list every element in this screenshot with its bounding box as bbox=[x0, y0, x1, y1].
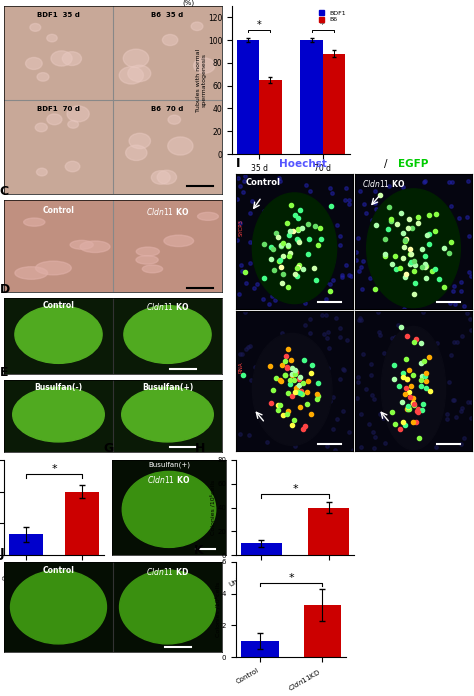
Ellipse shape bbox=[129, 133, 151, 149]
Ellipse shape bbox=[68, 120, 79, 128]
Y-axis label: Tubules with normal
spermatogenesis: Tubules with normal spermatogenesis bbox=[196, 49, 206, 111]
Ellipse shape bbox=[51, 51, 72, 66]
Ellipse shape bbox=[191, 22, 203, 31]
Ellipse shape bbox=[119, 570, 216, 644]
Ellipse shape bbox=[122, 387, 213, 442]
Ellipse shape bbox=[122, 471, 216, 547]
Ellipse shape bbox=[151, 171, 170, 184]
Bar bbox=[237, 40, 259, 154]
Ellipse shape bbox=[136, 255, 158, 264]
Ellipse shape bbox=[123, 49, 149, 68]
Bar bbox=[241, 641, 279, 657]
Text: E: E bbox=[0, 365, 8, 379]
Text: (%): (%) bbox=[182, 0, 194, 6]
Text: $\it{Cldn11}$ KO: $\it{Cldn11}$ KO bbox=[146, 301, 189, 312]
Ellipse shape bbox=[47, 114, 62, 125]
Text: $\it{Cldn11}$ KO: $\it{Cldn11}$ KO bbox=[147, 474, 191, 485]
Ellipse shape bbox=[70, 240, 93, 249]
Text: *: * bbox=[288, 573, 294, 583]
Ellipse shape bbox=[168, 137, 193, 155]
Ellipse shape bbox=[164, 235, 193, 246]
Text: H: H bbox=[195, 442, 205, 455]
Text: D: D bbox=[0, 283, 10, 296]
Text: Control: Control bbox=[43, 301, 74, 310]
Text: EGFP: EGFP bbox=[398, 159, 428, 169]
Ellipse shape bbox=[168, 115, 181, 124]
Ellipse shape bbox=[124, 306, 211, 363]
Ellipse shape bbox=[157, 171, 177, 184]
Ellipse shape bbox=[10, 570, 107, 644]
Y-axis label: Colonies /10⁶cells: Colonies /10⁶cells bbox=[210, 480, 216, 535]
Text: SYCP3: SYCP3 bbox=[238, 219, 243, 237]
Text: I: I bbox=[236, 157, 240, 170]
Legend: BDF1, B6: BDF1, B6 bbox=[318, 9, 347, 24]
Text: RNA: RNA bbox=[238, 361, 243, 373]
Text: C: C bbox=[0, 185, 9, 198]
Text: $\it{Cldn11}$ KO: $\it{Cldn11}$ KO bbox=[146, 205, 189, 216]
Text: /: / bbox=[383, 159, 387, 169]
Ellipse shape bbox=[13, 387, 104, 442]
Ellipse shape bbox=[163, 35, 178, 45]
Bar bbox=[259, 80, 282, 154]
Ellipse shape bbox=[47, 34, 57, 42]
Text: Control: Control bbox=[246, 178, 280, 187]
Ellipse shape bbox=[30, 24, 41, 31]
Ellipse shape bbox=[62, 52, 82, 65]
Text: Busulfan(+): Busulfan(+) bbox=[142, 383, 193, 392]
Ellipse shape bbox=[24, 218, 45, 226]
Ellipse shape bbox=[36, 261, 71, 275]
Ellipse shape bbox=[15, 267, 47, 279]
Bar bbox=[65, 491, 100, 555]
Ellipse shape bbox=[67, 106, 89, 122]
Ellipse shape bbox=[26, 58, 42, 70]
Ellipse shape bbox=[35, 123, 47, 132]
Text: *: * bbox=[320, 20, 325, 30]
Ellipse shape bbox=[367, 189, 460, 308]
Text: Control: Control bbox=[43, 566, 74, 575]
Ellipse shape bbox=[252, 333, 332, 445]
Ellipse shape bbox=[142, 265, 163, 273]
Ellipse shape bbox=[119, 67, 144, 84]
Text: K: K bbox=[194, 544, 204, 557]
Bar bbox=[9, 534, 43, 555]
Bar bbox=[309, 507, 349, 555]
Ellipse shape bbox=[193, 58, 215, 73]
Text: $\it{Cldn11}$ KD: $\it{Cldn11}$ KD bbox=[146, 566, 189, 576]
Y-axis label: Colonies /10⁶cells: Colonies /10⁶cells bbox=[215, 582, 220, 637]
Ellipse shape bbox=[126, 145, 147, 161]
Bar bbox=[303, 605, 341, 657]
Ellipse shape bbox=[65, 161, 80, 172]
Text: Busulfan(-): Busulfan(-) bbox=[35, 383, 82, 392]
Ellipse shape bbox=[37, 72, 49, 81]
Text: *: * bbox=[292, 484, 298, 494]
Text: *: * bbox=[257, 20, 262, 30]
Text: *: * bbox=[51, 464, 57, 474]
Text: G: G bbox=[103, 442, 113, 455]
Text: J: J bbox=[0, 547, 4, 560]
Text: Busulfan(+): Busulfan(+) bbox=[148, 462, 190, 468]
Text: B6  35 d: B6 35 d bbox=[151, 12, 183, 17]
Ellipse shape bbox=[36, 168, 47, 176]
Text: Hoechst: Hoechst bbox=[279, 159, 327, 169]
Ellipse shape bbox=[381, 326, 446, 450]
Ellipse shape bbox=[198, 212, 219, 221]
Text: B6  70 d: B6 70 d bbox=[151, 106, 184, 111]
Ellipse shape bbox=[128, 65, 151, 81]
Text: BDF1  70 d: BDF1 70 d bbox=[37, 106, 80, 111]
Ellipse shape bbox=[80, 241, 110, 253]
Text: BDF1  35 d: BDF1 35 d bbox=[37, 12, 80, 17]
Bar bbox=[301, 40, 322, 154]
Ellipse shape bbox=[136, 247, 159, 256]
Bar bbox=[241, 543, 282, 555]
Text: A: A bbox=[0, 0, 9, 2]
Text: $\it{Cldn11}$ KO: $\it{Cldn11}$ KO bbox=[362, 178, 406, 189]
Ellipse shape bbox=[15, 306, 102, 363]
Ellipse shape bbox=[252, 193, 337, 303]
Text: Control: Control bbox=[43, 205, 74, 214]
Bar bbox=[322, 54, 345, 154]
